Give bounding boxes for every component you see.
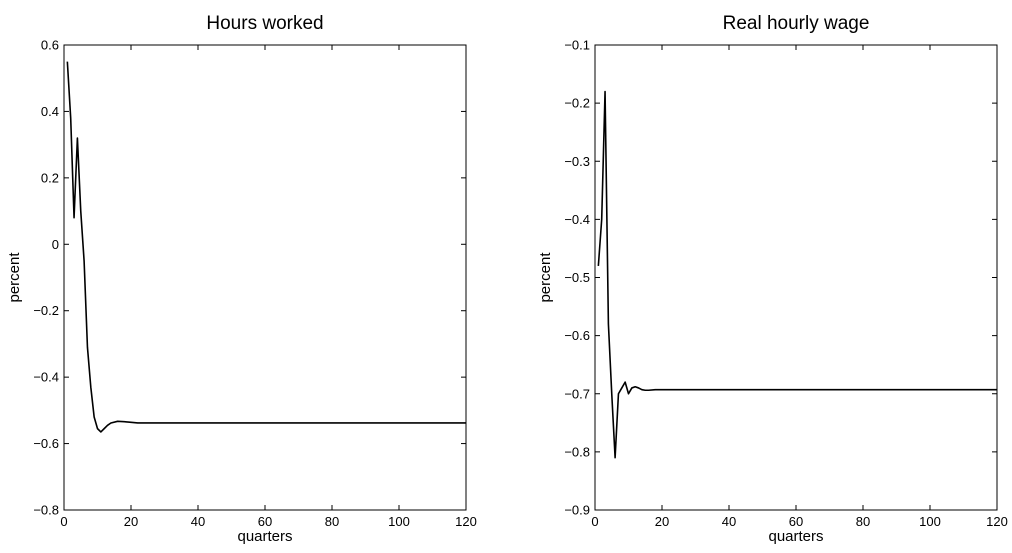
chart-title: Real hourly wage <box>723 13 870 34</box>
y-tick-label: 0.2 <box>41 170 59 185</box>
plot-frame <box>594 44 998 511</box>
y-tick-label: −0.4 <box>33 370 59 385</box>
y-tick-label: −0.5 <box>564 270 590 285</box>
x-tick-label: 80 <box>856 514 870 529</box>
x-tick-label: 0 <box>591 514 598 529</box>
x-tick-label: 0 <box>60 514 67 529</box>
plot-frame <box>63 44 467 511</box>
y-tick-label: −0.8 <box>33 503 59 518</box>
y-tick-label: −0.1 <box>564 38 590 53</box>
y-tick-label: −0.6 <box>564 328 590 343</box>
x-tick-label: 20 <box>124 514 138 529</box>
x-tick-label: 60 <box>258 514 272 529</box>
x-tick-label: 100 <box>919 514 941 529</box>
x-tick-label: 40 <box>191 514 205 529</box>
chart-1: 0 20 40 60 80 100 120 −0.8 −0.6 −0.4 −0.2 0 0.2 0.4 0.… <box>6 13 477 545</box>
series-line <box>66 61 466 433</box>
x-axis-label: quarters <box>237 528 292 545</box>
x-tick-label: 20 <box>655 514 669 529</box>
y-axis-label: percent <box>537 252 554 303</box>
x-tick-label: 40 <box>722 514 736 529</box>
x-tick-label: 120 <box>455 514 477 529</box>
x-tick-label: 100 <box>388 514 410 529</box>
y-tick-label: −0.4 <box>564 212 590 227</box>
y-tick-label: 0 <box>52 237 59 252</box>
series-line <box>597 90 997 459</box>
x-tick-label: 80 <box>325 514 339 529</box>
y-tick-label: −0.7 <box>564 386 590 401</box>
y-tick-label: −0.9 <box>564 503 590 518</box>
y-tick-label: −0.6 <box>33 436 59 451</box>
y-tick-label: −0.2 <box>564 96 590 111</box>
chart-2: 0 20 40 60 80 100 120 −0.9 −0.8 −0.7 −0.6 −0.5 −0.4 −… <box>537 13 1008 545</box>
x-tick-label: 120 <box>986 514 1008 529</box>
y-axis-label: percent <box>6 252 23 303</box>
y-tick-label: 0.6 <box>41 38 59 53</box>
y-tick-label: −0.2 <box>33 303 59 318</box>
chart-title: Hours worked <box>206 13 323 34</box>
y-tick-label: 0.4 <box>41 104 59 119</box>
x-axis-label: quarters <box>768 528 823 545</box>
y-tick-label: −0.3 <box>564 154 590 169</box>
y-tick-label: −0.8 <box>564 444 590 459</box>
x-tick-label: 60 <box>789 514 803 529</box>
